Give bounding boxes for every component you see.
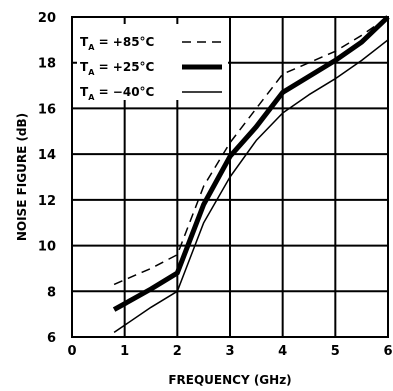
x-tick-label-4: 4	[278, 344, 287, 359]
y-tick-label-12: 12	[38, 194, 56, 209]
legend: TA = +85°C TA = +25°C TA = −40°C	[77, 24, 228, 102]
x-axis-title: FREQUENCY (GHz)	[168, 373, 291, 387]
plot-frame	[71, 16, 389, 338]
legend-background	[77, 24, 228, 100]
y-tick-label-14: 14	[38, 148, 56, 163]
legend-label-dashed: TA = +85°C	[80, 35, 155, 52]
series-line-dashed	[113, 16, 389, 286]
x-tick-label-3: 3	[225, 344, 234, 359]
x-tick-label-2: 2	[173, 344, 182, 359]
series-lines	[112, 15, 390, 334]
y-axis-title: NOISE FIGURE (dB)	[15, 113, 29, 241]
x-tick-label-5: 5	[331, 344, 340, 359]
series-line-thick	[112, 15, 390, 312]
x-tick-label-1: 1	[120, 344, 129, 359]
legend-label-thin: TA = −40°C	[80, 85, 155, 102]
x-tick-label-6: 6	[383, 344, 392, 359]
y-tick-label-6: 6	[47, 331, 56, 346]
x-tick-label-0: 0	[67, 344, 76, 359]
series-line-thin	[113, 39, 389, 334]
legend-label-thick: TA = +25°C	[80, 60, 155, 77]
y-tick-label-18: 18	[38, 57, 56, 72]
y-tick-label-16: 16	[38, 102, 56, 117]
y-tick-label-20: 20	[38, 11, 56, 26]
y-tick-label-8: 8	[47, 285, 56, 300]
y-tick-label-10: 10	[38, 240, 56, 255]
